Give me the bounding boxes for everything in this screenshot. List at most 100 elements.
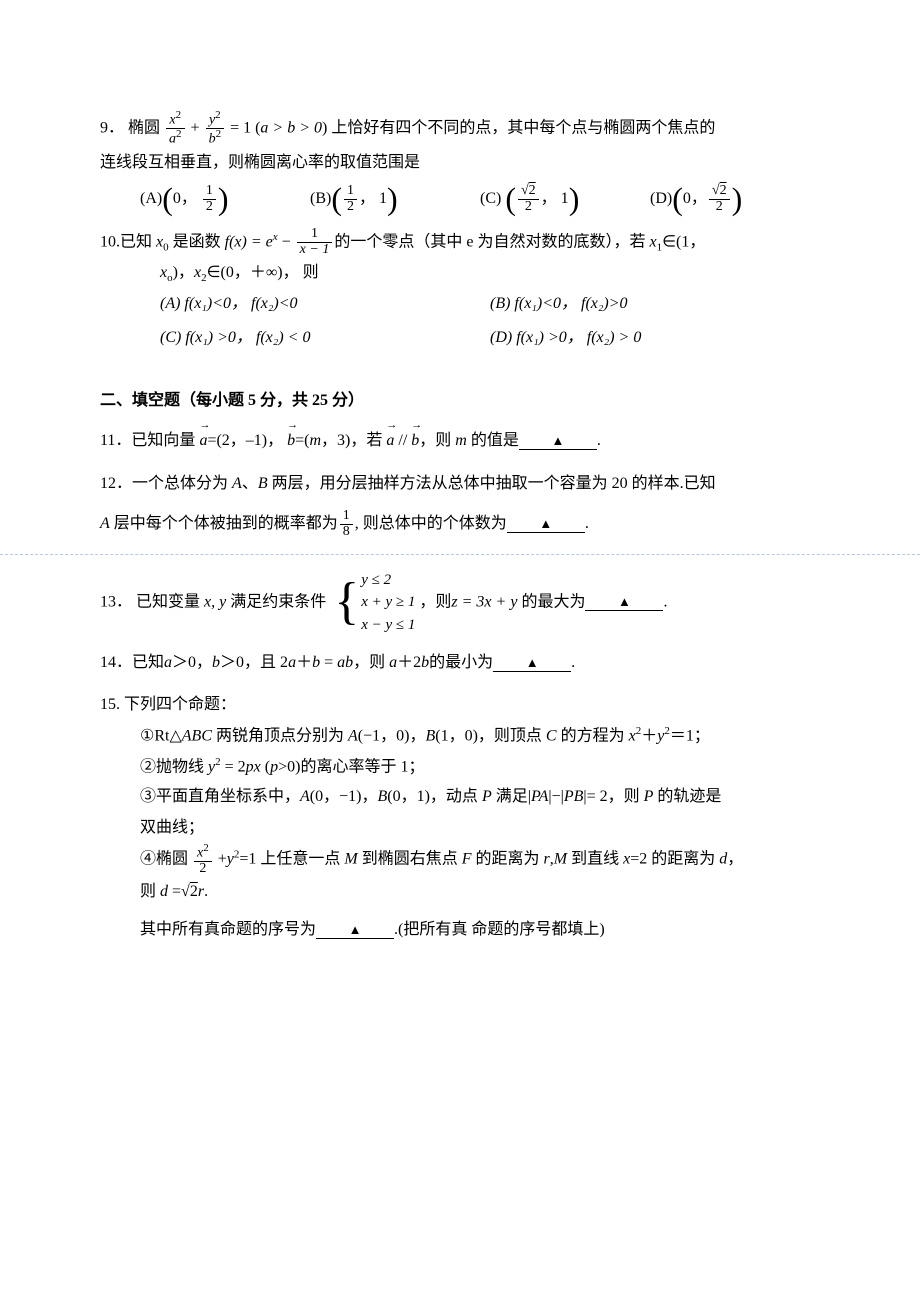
q10-l2d: ∈(0，＋∞)， 则 (207, 264, 319, 281)
section-2-title: 二、填空题（每小题 5 分，共 25 分） (100, 386, 820, 416)
q9-optB-label: (B) (310, 190, 331, 207)
q9-optA-label: (A) (140, 190, 162, 207)
q9-frac1-numexp: 2 (176, 109, 182, 121)
triangle-icon: ▲ (551, 433, 564, 448)
q10-l2b: )， (173, 264, 194, 281)
q12-l2b: 层中每个个体被抽到的概率都为 (110, 515, 338, 532)
vector-b2-icon: →b (411, 426, 419, 456)
rparen-icon: ) (387, 181, 398, 217)
answer-blank[interactable]: ▲ (519, 433, 597, 450)
q9-optB-frac: 12 (344, 184, 357, 214)
q15-tail1: 其中所有真命题的序号为 (140, 921, 316, 938)
q15-p3d: 满足| (492, 788, 531, 805)
q10-frac-num: 1 (297, 227, 333, 243)
question-11: 11．已知向量 →a=(2，–1)， →b=(m，3)，若 →a // →b，则… (100, 426, 820, 456)
q15-stem: 15. 下列四个命题： (100, 690, 820, 720)
q13-t1: 已知变量 (132, 593, 204, 610)
q15-prop2: ②抛物线 y2 = 2px (p>0)的离心率等于 1； (100, 752, 820, 783)
q9-optD-open: 0， (683, 190, 707, 207)
q9-optA-den: 2 (203, 200, 216, 215)
q10-pre: 已知 (120, 233, 156, 250)
q10-frac-den: x − 1 (300, 242, 330, 257)
q13-l1: y ≤ 2 (361, 572, 391, 588)
q11-number: 11． (100, 432, 131, 449)
q15-p3a: ③平面直角坐标系中， (140, 788, 300, 805)
q9-frac2: y2 b2 (206, 110, 225, 148)
q12-t1: 一个总体分为 (132, 475, 232, 492)
q15-p1abc: ABC (182, 727, 212, 744)
q15-p4d3: d (160, 883, 168, 900)
question-10: 10.已知 x0 是函数 f(x) = ex − 1x − 1的一个零点（其中 … (100, 227, 820, 358)
q11-t3: 的值是 (467, 432, 519, 449)
q9-optB-num: 1 (344, 184, 357, 200)
q9-optC-frac: √22 (518, 184, 539, 214)
q11-t2: ，则 (419, 432, 455, 449)
q10-fx: f(x) = e (225, 233, 273, 250)
answer-blank[interactable]: ▲ (316, 922, 394, 939)
q10-mid1: 是函数 (169, 233, 225, 250)
question-9: 9． 椭圆 x2 a2 + y2 b2 = 1 (a > b > 0) 上恰好有… (100, 110, 820, 215)
q15-p4d: 到椭圆右焦点 (358, 851, 462, 868)
q9-optC-label: (C) (480, 190, 505, 207)
q15-p4M: M (344, 851, 357, 868)
q12-B: B (258, 475, 268, 492)
q10-option-c: (C) f(x₁) >0， f(x₂) < 0 (160, 323, 490, 353)
q9-frac2-numexp: 2 (215, 109, 221, 121)
answer-blank[interactable]: ▲ (493, 655, 571, 672)
q11-m2: m (455, 432, 467, 449)
q14-a4: a (389, 654, 397, 671)
q14-b2: b (312, 654, 320, 671)
q9-optA-frac: 12 (203, 184, 216, 214)
q15-p3A: A (300, 788, 310, 805)
q11-vb2: b (411, 432, 419, 449)
q15-p3c: (0，1)，动点 (387, 788, 482, 805)
q9-stem-line2: 连线段互相垂直，则椭圆离心率的取值范围是 (100, 148, 820, 178)
q9-frac2-den: b (209, 132, 216, 147)
q9-stem: 9． 椭圆 x2 a2 + y2 b2 = 1 (a > b > 0) 上恰好有… (100, 110, 820, 148)
lparen-icon: ( (505, 181, 516, 217)
rparen-icon: ) (732, 181, 743, 217)
q9-optD-sqrt: √ (712, 183, 720, 198)
q14-plus: ＋ (296, 654, 312, 671)
q15-p4g: 到直线 (567, 851, 623, 868)
q15-p3pb: PB (564, 788, 584, 805)
triangle-icon: ▲ (526, 655, 539, 670)
q12-frac-num: 1 (340, 509, 353, 525)
q15-p1f: x (629, 727, 636, 744)
q15-p1b: 两锐角顶点分别为 (212, 727, 348, 744)
q9-optD-frac: √22 (709, 184, 730, 214)
answer-blank[interactable]: ▲ (507, 516, 585, 533)
q11-va2: a (386, 432, 394, 449)
q15-p4sqrt: 2 (190, 883, 198, 900)
q13-t3: ，则 (419, 593, 451, 610)
lparen-icon: ( (162, 181, 173, 217)
q9-cond: a > b > 0 (260, 120, 322, 137)
q15-p3P: P (482, 788, 492, 805)
q12-dot: 、 (242, 475, 258, 492)
q9-optD-label: (D) (650, 190, 672, 207)
q13-constraints: y ≤ 2 x + y ≥ 1 x − y ≤ 1 (361, 569, 415, 637)
q11-eq2: =( (295, 432, 309, 449)
q11-t1: 已知向量 (131, 432, 195, 449)
q15-p4b: + (214, 851, 227, 868)
q15-p2b: = 2 (221, 758, 246, 775)
q15-p1g: ＋ (641, 727, 657, 744)
q14-eq: = (320, 654, 337, 671)
q15-p4y: y (227, 851, 234, 868)
q15-tail: 其中所有真命题的序号为▲.(把所有真 命题的序号都填上) (100, 915, 820, 945)
q13-l3: x − y ≤ 1 (361, 617, 415, 633)
q14-t1: 已知 (132, 654, 164, 671)
q15-p4h: =2 的距离为 (630, 851, 719, 868)
q13-l2: x + y ≥ 1 (361, 594, 415, 610)
answer-blank[interactable]: ▲ (585, 594, 663, 611)
q10-optB-text: (B) f(x₁)<0， f(x₂)>0 (490, 295, 628, 312)
q10-option-a: (A) f(x₁)<0， f(x₂)<0 (160, 289, 490, 319)
q9-optC-num: 2 (529, 183, 536, 198)
q9-optC-den: 2 (518, 200, 539, 215)
q15-p4j: 则 (140, 883, 160, 900)
q15-tail2: .(把所有真 命题的序号都填上) (394, 921, 605, 938)
q10-number: 10. (100, 233, 120, 250)
q9-frac1-den: a (169, 132, 176, 147)
q9-frac1-denexp: 2 (176, 128, 182, 140)
q15-p2d: >0)的离心率等于 1； (278, 758, 424, 775)
